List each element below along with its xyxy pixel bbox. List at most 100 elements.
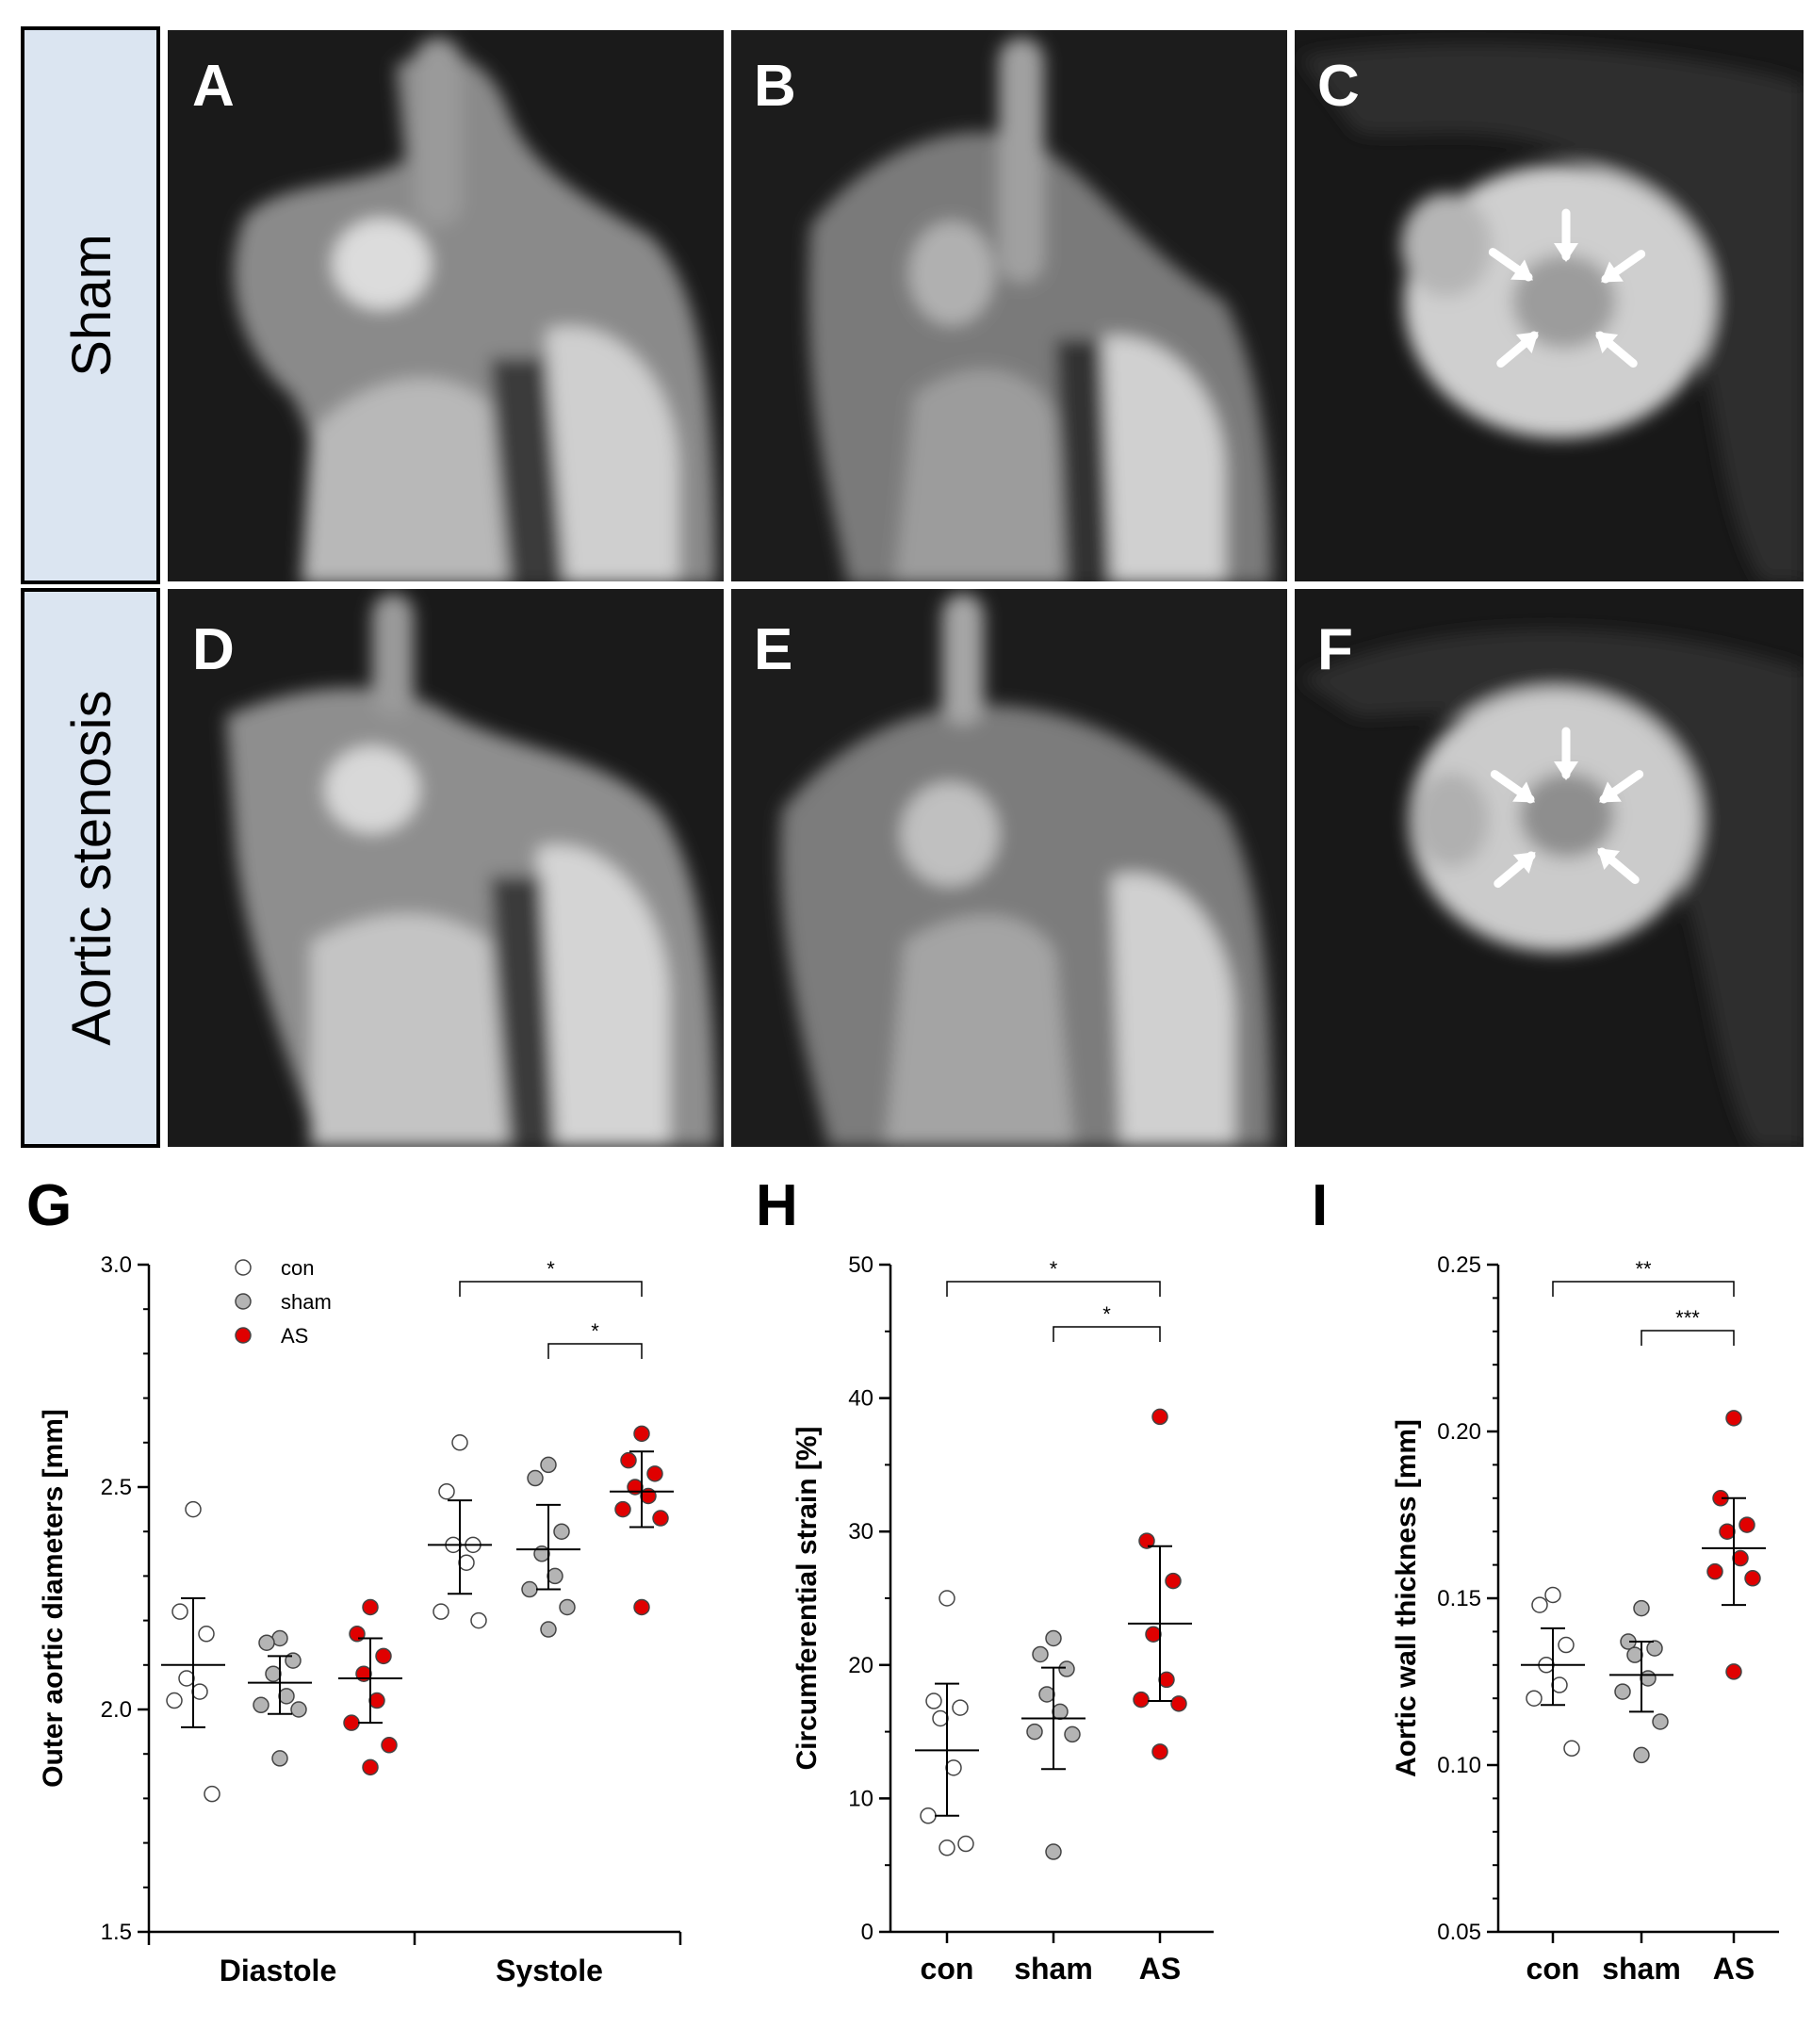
data-point [375, 1647, 392, 1665]
chart-letter-h: H [756, 1173, 798, 1238]
data-point [559, 1598, 576, 1616]
data-point [343, 1714, 360, 1731]
data-point [1045, 1629, 1062, 1647]
data-point [939, 1840, 955, 1856]
panel-letter-b: B [754, 54, 796, 119]
data-point [920, 1807, 937, 1824]
data-point [1138, 1532, 1155, 1549]
legend-marker [235, 1327, 252, 1344]
data-point [1640, 1670, 1657, 1687]
data-point [191, 1683, 208, 1700]
legend-label: con [281, 1256, 314, 1280]
x-category-label: AS [1713, 1952, 1755, 1986]
data-point [1531, 1596, 1548, 1613]
data-point [1032, 1645, 1049, 1663]
y-axis-title: Aortic wall thickness [mm] [1391, 1419, 1422, 1777]
data-point [1744, 1570, 1761, 1587]
significance-label: * [1050, 1257, 1058, 1281]
data-point [521, 1580, 538, 1598]
panel-letter-a: A [192, 54, 235, 119]
y-tick-label: 2.5 [101, 1475, 132, 1500]
y-axis-title: Circumferential strain [%] [792, 1426, 823, 1770]
data-point [362, 1598, 379, 1616]
significance-bracket [1053, 1326, 1161, 1342]
data-point [553, 1523, 570, 1540]
x-category-label: AS [1139, 1952, 1181, 1986]
y-tick-label: 20 [848, 1653, 873, 1678]
y-tick-label: 0 [861, 1920, 873, 1945]
data-point [527, 1469, 544, 1487]
mri-panel-d [168, 589, 724, 1147]
data-point [265, 1665, 282, 1682]
data-point [1633, 1746, 1650, 1764]
data-point [1133, 1691, 1150, 1709]
data-point [1544, 1586, 1561, 1604]
data-point [1038, 1686, 1055, 1703]
significance-label: *** [1675, 1306, 1700, 1330]
data-point [1739, 1516, 1755, 1533]
data-point [1052, 1703, 1069, 1721]
y-tick-label: 40 [848, 1386, 873, 1412]
significance-label: * [547, 1257, 555, 1281]
mri-panel-a [168, 30, 724, 581]
data-point [1706, 1562, 1723, 1580]
data-point [1725, 1663, 1742, 1680]
y-tick-label: 30 [848, 1519, 873, 1545]
data-point [1026, 1723, 1043, 1741]
data-point [1165, 1572, 1182, 1590]
data-point [271, 1750, 288, 1767]
data-point [1151, 1743, 1168, 1760]
data-point [1563, 1740, 1580, 1758]
data-point [1170, 1695, 1187, 1712]
mri-panel-c [1295, 30, 1804, 581]
data-point [458, 1554, 475, 1571]
significance-bracket [1641, 1330, 1735, 1346]
data-point [932, 1709, 949, 1727]
data-point [1145, 1626, 1162, 1643]
data-point [633, 1598, 650, 1616]
data-point [925, 1692, 942, 1709]
mri-panel-f [1295, 589, 1804, 1147]
significance-label: * [1102, 1302, 1111, 1326]
mri-panel-b [731, 30, 1287, 581]
data-point [957, 1835, 974, 1853]
x-category-label: sham [1602, 1952, 1681, 1986]
data-point [278, 1688, 295, 1705]
y-tick-label: 3.0 [101, 1252, 132, 1278]
data-point [253, 1696, 269, 1714]
row-label-sham-text: Sham [61, 234, 122, 377]
data-point [1045, 1843, 1062, 1860]
x-category-label: con [1526, 1952, 1580, 1986]
data-point [470, 1611, 487, 1629]
data-point [438, 1482, 455, 1500]
data-point [433, 1603, 449, 1620]
mri-panel-e [731, 589, 1287, 1147]
data-point [178, 1670, 195, 1687]
data-point [1058, 1660, 1075, 1677]
data-point [204, 1785, 220, 1803]
data-point [540, 1621, 557, 1638]
chart-h: H 0 10 20 30 40 50 Circumferential strain [%] co… [756, 1173, 1214, 1986]
x-category-label: Systole [496, 1954, 603, 1987]
data-point [1633, 1599, 1650, 1617]
chart-letter-i: I [1312, 1173, 1328, 1238]
x-category-label: con [921, 1952, 974, 1986]
data-point [540, 1456, 557, 1474]
x-category-label: Diastole [220, 1954, 336, 1987]
y-tick-label: 0.25 [1437, 1252, 1481, 1278]
data-point [1151, 1408, 1168, 1426]
data-point [1064, 1725, 1081, 1743]
y-tick-label: 10 [848, 1786, 873, 1811]
significance-label: * [591, 1319, 599, 1343]
significance-label: ** [1635, 1257, 1652, 1281]
chart-i: I 0.05 0.10 0.15 0.20 0.25 Aortic wall thickne… [1312, 1173, 1779, 1986]
row-label-aortic-stenosis: Aortic stenosis [21, 588, 160, 1148]
significance-bracket [547, 1343, 643, 1359]
x-category-label: sham [1014, 1952, 1093, 1986]
data-point [1732, 1549, 1749, 1567]
data-point [166, 1692, 183, 1709]
significance-bracket [946, 1281, 1161, 1297]
y-tick-label: 2.0 [101, 1697, 132, 1723]
data-point [1614, 1683, 1631, 1700]
